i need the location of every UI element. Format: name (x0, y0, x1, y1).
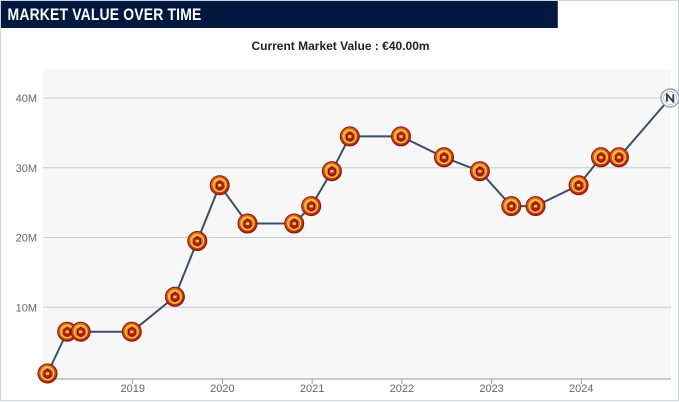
data-point[interactable] (434, 147, 454, 168)
current-market-value-amount: €40.00m (382, 39, 430, 53)
data-point[interactable] (525, 196, 546, 217)
data-point[interactable] (391, 126, 411, 147)
data-point[interactable] (660, 88, 679, 108)
club-crest-icon (70, 321, 91, 342)
club-crest-icon (209, 175, 230, 196)
club-crest-icon (187, 231, 208, 251)
plot-area (43, 69, 671, 379)
grid-lines (43, 97, 671, 308)
data-point[interactable] (70, 321, 91, 342)
y-axis: 10M 20M 30M 40M (16, 93, 37, 314)
data-point[interactable] (568, 175, 589, 196)
club-crest-icon (469, 161, 490, 182)
club-crest-icon (301, 196, 322, 217)
data-point[interactable] (187, 231, 208, 251)
y-tick-label: 40M (16, 93, 37, 105)
club-crest-icon (339, 126, 360, 147)
data-point[interactable] (121, 321, 142, 342)
x-tick-label: 2021 (300, 383, 324, 395)
widget-title: MARKET VALUE OVER TIME (7, 5, 202, 24)
club-crest-icon (237, 213, 258, 234)
napoli-crest-icon (660, 88, 679, 108)
club-crest-icon (501, 196, 522, 217)
current-market-value-label: Current Market Value : (251, 39, 383, 53)
widget-header: MARKET VALUE OVER TIME (1, 1, 558, 28)
data-points (37, 88, 679, 384)
data-point[interactable] (591, 147, 611, 168)
club-crest-icon (284, 213, 305, 234)
data-point[interactable] (237, 213, 258, 234)
current-market-value: Current Market Value : €40.00m (1, 39, 679, 53)
club-crest-icon (591, 147, 611, 168)
data-point[interactable] (321, 161, 342, 182)
club-crest-icon (525, 196, 546, 217)
data-point[interactable] (301, 196, 322, 217)
data-point[interactable] (501, 196, 522, 217)
data-point[interactable] (284, 213, 305, 234)
data-point[interactable] (209, 175, 230, 196)
x-axis: 2019 2020 2021 2022 2023 2024 (43, 378, 671, 395)
data-point[interactable] (609, 147, 629, 168)
y-tick-label: 10M (16, 302, 37, 314)
x-tick-label: 2023 (479, 383, 503, 395)
x-tick-label: 2024 (569, 383, 593, 395)
club-crest-icon (321, 161, 342, 182)
club-crest-icon (164, 286, 185, 307)
data-point[interactable] (37, 363, 58, 384)
data-point[interactable] (339, 126, 360, 147)
club-crest-icon (609, 147, 629, 168)
club-crest-icon (121, 321, 142, 342)
club-crest-icon (37, 363, 58, 384)
data-point[interactable] (469, 161, 490, 182)
x-tick-label: 2019 (120, 383, 144, 395)
club-crest-icon (391, 126, 411, 147)
x-tick-label: 2022 (390, 383, 414, 395)
x-tick-label: 2020 (210, 383, 234, 395)
y-tick-label: 30M (16, 163, 37, 175)
club-crest-icon (434, 147, 454, 168)
y-tick-label: 20M (16, 233, 37, 245)
club-crest-icon (568, 175, 589, 196)
data-point[interactable] (164, 286, 185, 307)
